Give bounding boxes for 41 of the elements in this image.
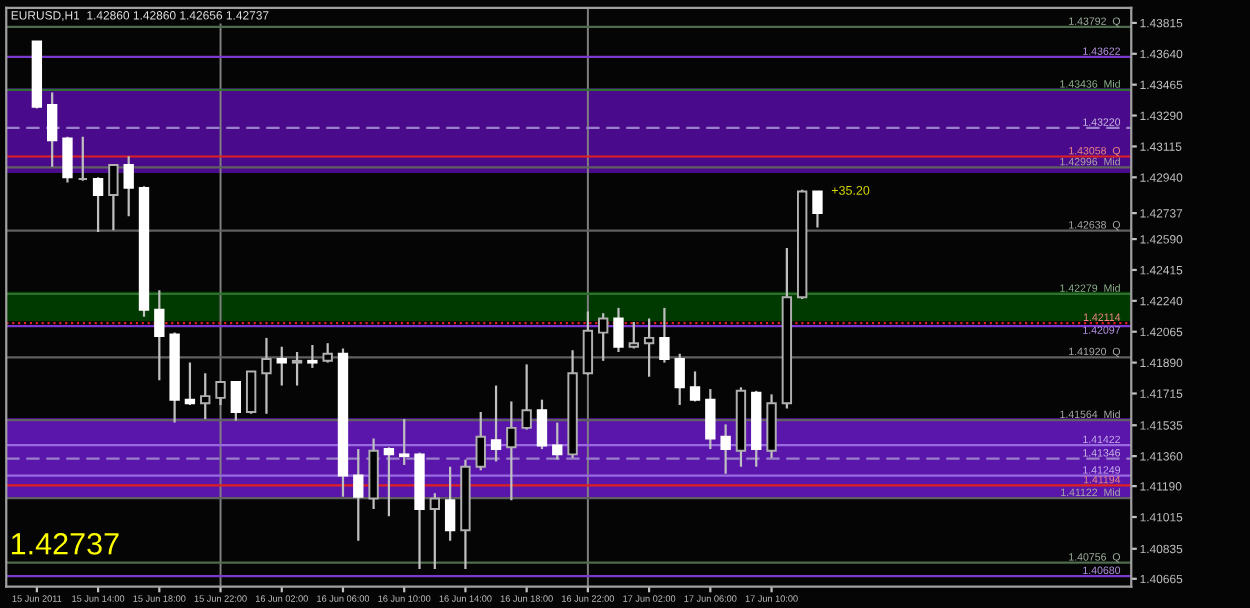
candlestick: [659, 306, 670, 364]
candlestick: [506, 400, 517, 502]
candlestick: [123, 155, 134, 218]
candlestick: [230, 380, 242, 422]
annotation: 1.42737: [11, 533, 119, 555]
candlestick: [812, 190, 823, 229]
candlestick: [215, 380, 226, 407]
candlestick: [628, 320, 639, 350]
candlestick: [108, 163, 119, 232]
candlestick: [643, 317, 655, 378]
candlestick: [582, 310, 594, 377]
candlestick: [291, 350, 303, 387]
candlestick: [383, 446, 395, 518]
candlestick: [62, 135, 73, 184]
candlestick: [261, 336, 272, 415]
candlestick: [613, 306, 624, 354]
candlestick: [689, 370, 701, 403]
candlestick: [475, 410, 486, 472]
candlestick: [766, 393, 777, 460]
candlestick: [674, 352, 685, 407]
candlestick: [353, 447, 364, 542]
candlestick: [598, 312, 609, 362]
candlestick: [92, 176, 104, 234]
candlestick: [552, 421, 563, 461]
candlestick: [705, 387, 716, 451]
candlestick: [536, 398, 548, 451]
candlestick: [444, 465, 456, 542]
candlestick: [720, 423, 731, 475]
candlestick: [307, 343, 318, 370]
candlestick: [245, 370, 257, 415]
candlestick: [399, 417, 410, 467]
candlestick: [276, 345, 287, 387]
candlestick: [154, 289, 165, 382]
candlestick: [46, 91, 58, 168]
candlestick: [521, 363, 532, 431]
candlestick: [200, 372, 211, 421]
candlestick: [322, 342, 333, 364]
candlestick: [429, 492, 440, 571]
candlestick: [368, 437, 379, 511]
candlestick: [184, 361, 196, 407]
candlestick: [490, 384, 502, 463]
